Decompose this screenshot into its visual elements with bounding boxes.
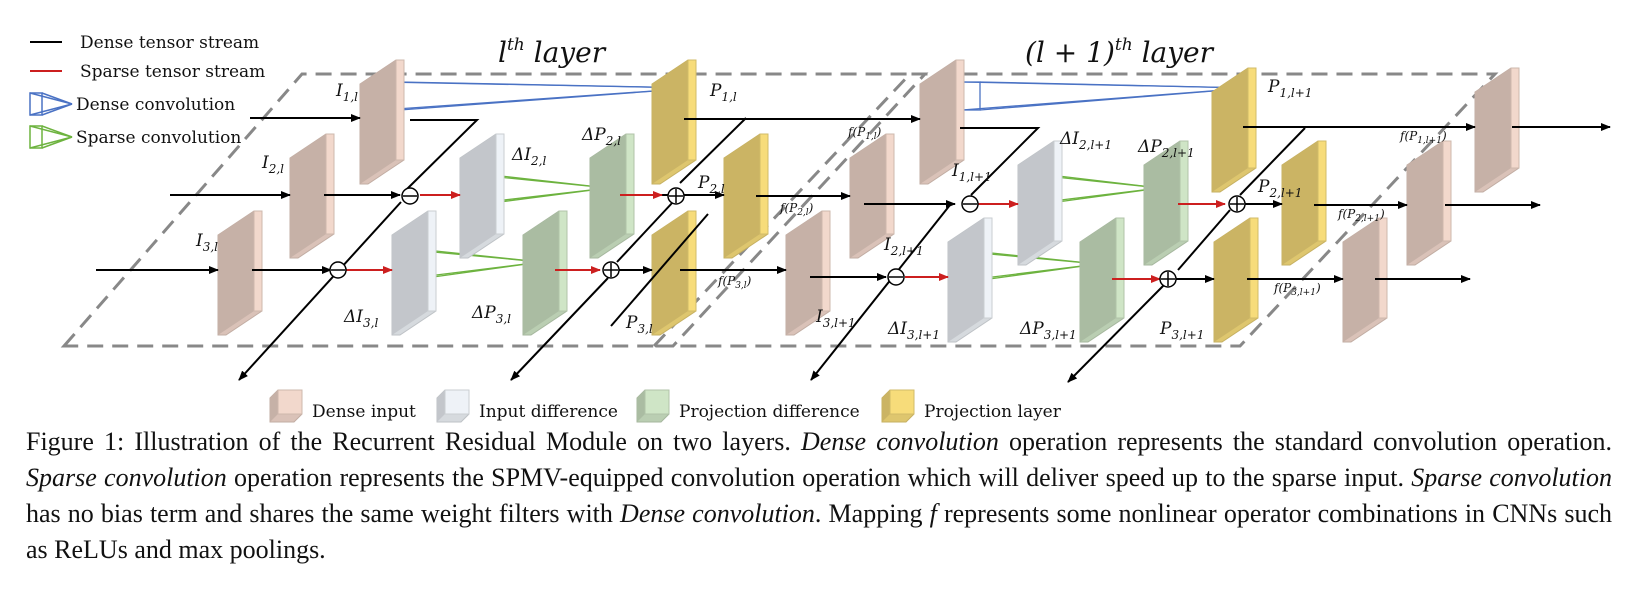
block-dI2l1 xyxy=(1017,140,1063,266)
block-dP3l xyxy=(522,210,568,336)
label-dP3l1: ΔP3,l+1 xyxy=(1019,319,1077,342)
swatch-projection-difference xyxy=(636,389,670,423)
label-dI3l1: ΔI3,l+1 xyxy=(887,319,940,342)
add-operator xyxy=(1228,195,1246,213)
rrm-diagram: Dense tensor stream Sparse tensor stream… xyxy=(29,33,1611,423)
label-dP2l: ΔP2,l xyxy=(581,125,621,148)
block-P3l xyxy=(651,210,697,336)
label-dI2l: ΔI2,l xyxy=(511,145,546,168)
block-P1l xyxy=(651,59,697,185)
block-P3l1 xyxy=(1213,217,1259,343)
subtract-operator xyxy=(961,195,979,213)
block-P2l xyxy=(723,133,769,259)
label-fP1l: f(P1,l) xyxy=(847,125,882,142)
block-I1l1 xyxy=(919,59,965,185)
sparse-conv-label: Sparse convolution xyxy=(76,128,241,148)
legend-dense-input: Dense input xyxy=(312,402,416,422)
label-dI3l: ΔI3,l xyxy=(343,307,378,330)
sparse-stream-label: Sparse tensor stream xyxy=(80,62,265,82)
block-I1l xyxy=(359,59,405,185)
label-I1l: I1,l xyxy=(335,81,358,104)
layer-l-title: lth layer xyxy=(498,35,607,69)
sparse-conv-swatch xyxy=(29,125,73,149)
label-P3l: P3,l xyxy=(625,313,653,336)
figure-caption: Figure 1: Illustration of the Recurrent … xyxy=(26,427,1613,564)
label-P1l: P1,l xyxy=(709,81,737,104)
block-P2l1 xyxy=(1281,140,1327,266)
add-operator xyxy=(1159,270,1177,288)
label-fP2l: f(P2,l) xyxy=(779,201,814,218)
dense-conv-swatch xyxy=(29,92,73,116)
dense-arrows xyxy=(96,114,1611,383)
label-I3l1: I3,l+1 xyxy=(815,307,856,330)
operators xyxy=(329,187,1246,288)
label-dP3l: ΔP3,l xyxy=(471,303,511,326)
legend-projection-difference: Projection difference xyxy=(679,402,860,422)
block-P1l1 xyxy=(1211,67,1257,193)
subtract-operator xyxy=(401,187,419,205)
subtract-operator xyxy=(887,268,905,286)
legend-input-difference: Input difference xyxy=(479,402,618,422)
stream-legend: Dense tensor stream Sparse tensor stream… xyxy=(29,33,265,149)
label-P2l1: P2,l+1 xyxy=(1257,177,1302,200)
label-fP1l1: f(P1,l+1) xyxy=(1399,129,1447,146)
block-dI2l xyxy=(459,133,505,259)
block-out3 xyxy=(1342,217,1388,343)
layer-l1-title: (l + 1)th layer xyxy=(1025,35,1215,69)
swatch-dense-input xyxy=(269,389,303,423)
block-I2l1 xyxy=(849,133,895,259)
subtract-operator xyxy=(329,261,347,279)
label-P3l1: P3,l+1 xyxy=(1159,319,1204,342)
block-I2l xyxy=(289,133,335,259)
label-fP3l1: f(P3,l+1) xyxy=(1273,281,1321,298)
label-I2l: I2,l xyxy=(261,153,284,176)
label-fP2l1: f(P2,l+1) xyxy=(1337,207,1385,224)
swatch-input-difference xyxy=(436,389,470,423)
block-dP2l1 xyxy=(1143,140,1189,266)
block-out1 xyxy=(1474,67,1520,193)
block-dP2l xyxy=(589,133,635,259)
swatch-projection-layer xyxy=(881,389,915,423)
dense-conv-label: Dense convolution xyxy=(76,95,235,115)
label-I3l: I3,l xyxy=(195,231,218,254)
legend-projection-layer: Projection layer xyxy=(924,402,1062,422)
label-fP3l: f(P3,l) xyxy=(717,274,752,291)
add-operator xyxy=(667,187,685,205)
block-I3l1 xyxy=(785,210,831,336)
label-P2l: P2,l xyxy=(697,173,725,196)
label-P1l1: P1,l+1 xyxy=(1267,77,1312,100)
block-dI3l1 xyxy=(947,217,993,343)
dense-conv-fan-l1 xyxy=(961,81,1251,111)
block-legend: Dense input Input difference Projection … xyxy=(269,389,1062,423)
sparse-arrows xyxy=(346,191,1226,283)
label-dP2l1: ΔP2,l+1 xyxy=(1137,137,1195,160)
block-dP3l1 xyxy=(1079,217,1125,343)
diagram-labels: I1,l I2,l I3,l ΔI2,l ΔI3,l ΔP2,l ΔP3,l P… xyxy=(195,77,1447,342)
label-dI2l1: ΔI2,l+1 xyxy=(1059,129,1112,152)
dense-conv-fan-l xyxy=(381,81,697,111)
block-I3l xyxy=(217,210,263,336)
feature-map-blocks xyxy=(217,59,1520,343)
label-I2l1: I2,l+1 xyxy=(883,235,924,258)
add-operator xyxy=(602,261,620,279)
label-I1l1: I1,l+1 xyxy=(951,161,992,184)
layer-l1-boundary xyxy=(650,72,1499,348)
block-dI3l xyxy=(391,210,437,336)
block-out2 xyxy=(1406,140,1452,266)
dense-stream-label: Dense tensor stream xyxy=(80,33,259,53)
